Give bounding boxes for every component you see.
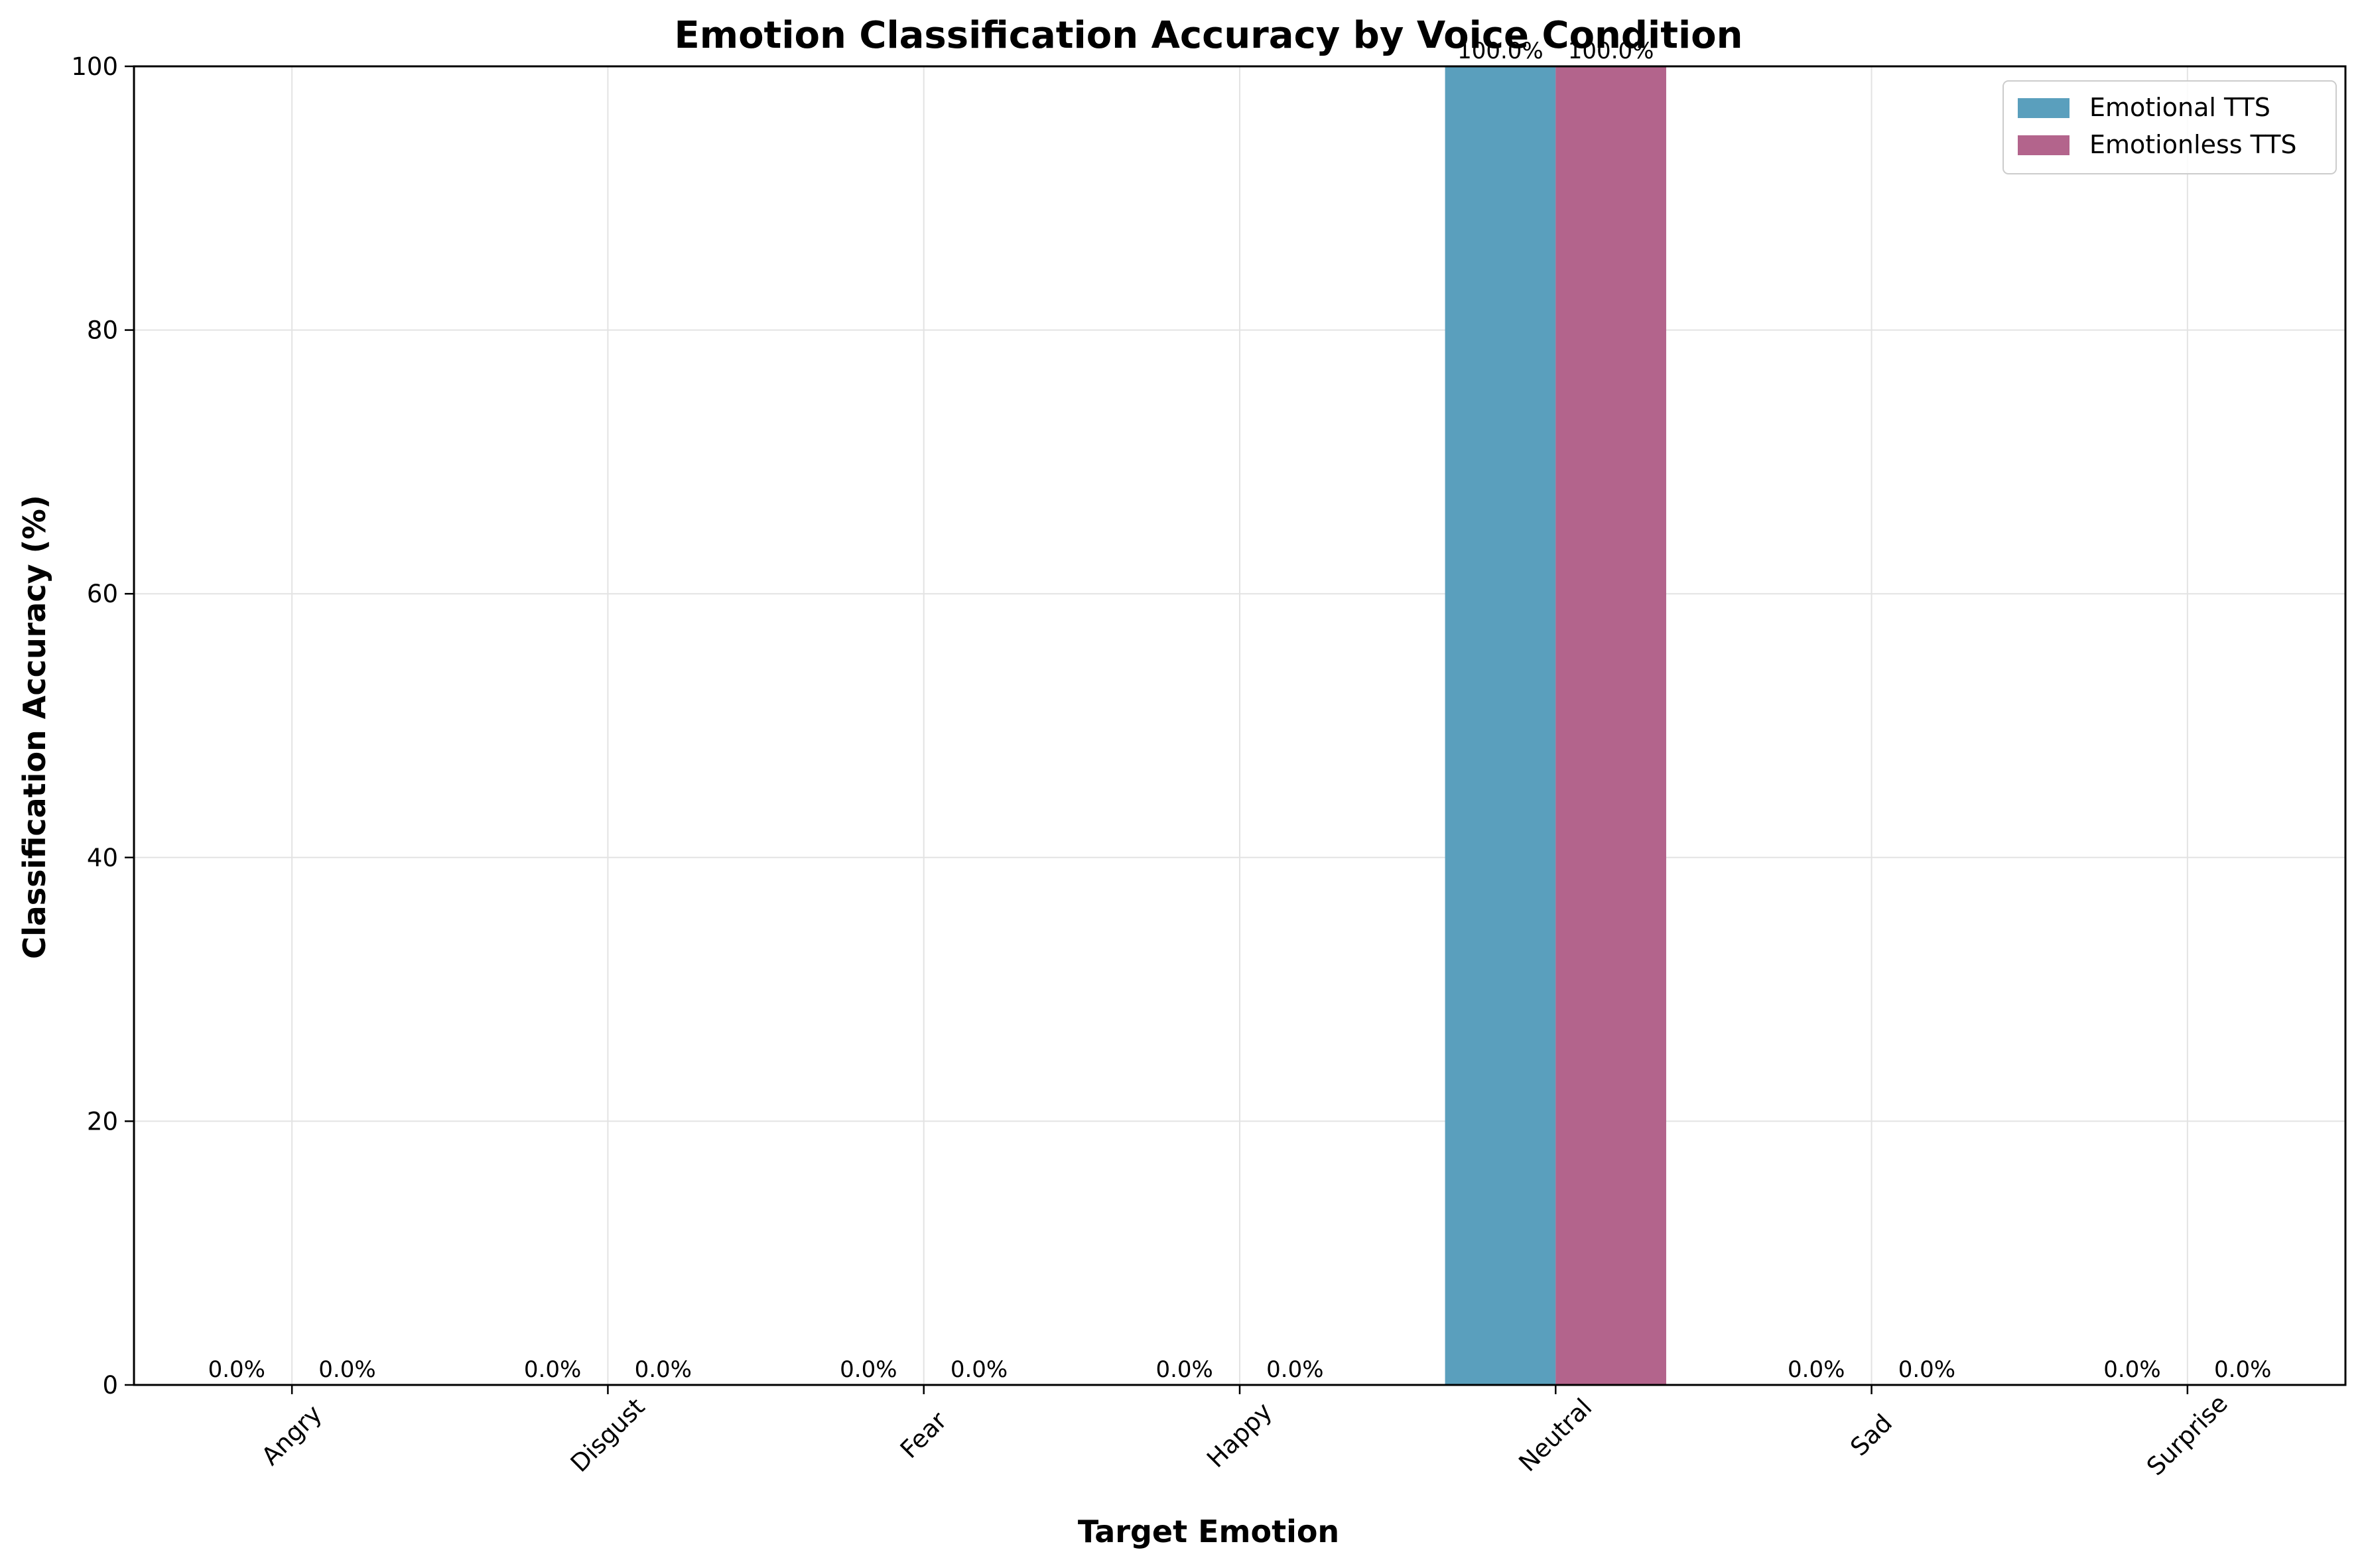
data-label: 100.0% <box>1457 38 1543 64</box>
legend-swatch <box>2018 98 2069 118</box>
x-axis-label: Target Emotion <box>1078 1514 1339 1549</box>
data-label: 0.0% <box>2214 1356 2271 1383</box>
legend-entry: Emotional TTS <box>2089 93 2270 122</box>
y-tick-label: 100 <box>71 52 118 81</box>
data-label: 100.0% <box>1568 38 1654 64</box>
data-label: 0.0% <box>1898 1356 1955 1383</box>
bar <box>1555 66 1666 1385</box>
bar <box>1445 66 1556 1385</box>
data-label: 0.0% <box>2103 1356 2160 1383</box>
bars <box>1445 66 1666 1385</box>
y-tick-label: 60 <box>87 580 118 608</box>
data-label: 0.0% <box>840 1356 897 1383</box>
data-labels: 0.0% 0.0% 0.0% 0.0% 100.0% 0.0% 0.0% 0.0% 0.0% 0.… <box>208 38 2272 1383</box>
chart-title: Emotion Classification Accuracy by Voice… <box>674 14 1742 57</box>
data-label: 0.0% <box>1788 1356 1845 1383</box>
y-tick-label: 20 <box>87 1107 118 1136</box>
data-label: 0.0% <box>318 1356 375 1383</box>
legend-box <box>2003 80 2337 174</box>
data-label: 0.0% <box>524 1356 581 1383</box>
legend-entry: Emotionless TTS <box>2089 130 2297 159</box>
data-label: 0.0% <box>1266 1356 1323 1383</box>
data-label: 0.0% <box>208 1356 265 1383</box>
y-tick-label: 80 <box>87 316 118 345</box>
data-label: 0.0% <box>951 1356 1008 1383</box>
y-tick-label: 0 <box>102 1371 118 1400</box>
data-label: 0.0% <box>1155 1356 1213 1383</box>
y-axis-label: Classification Accuracy (%) <box>17 495 52 959</box>
legend-swatch <box>2018 135 2069 155</box>
y-tick-label: 40 <box>87 844 118 872</box>
data-label: 0.0% <box>635 1356 692 1383</box>
legend: Emotional TTS Emotionless TTS <box>2003 80 2337 174</box>
y-axis-ticks: 0 20 40 60 80 100 <box>71 52 134 1400</box>
